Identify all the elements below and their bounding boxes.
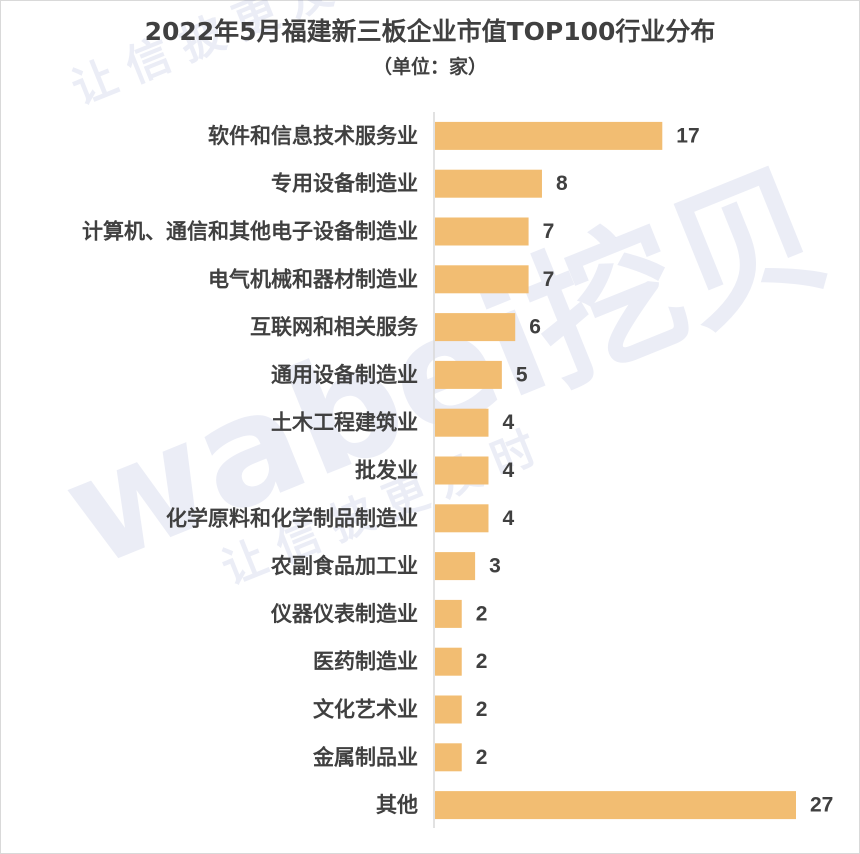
bar: [435, 313, 516, 342]
category-label: 化学原料和化学制品制造业: [166, 506, 418, 530]
bar: [435, 360, 502, 389]
bar: [435, 217, 529, 246]
bar: [435, 552, 476, 581]
value-label: 4: [502, 507, 514, 530]
bar: [435, 647, 462, 676]
value-labels-group: 17 8 7 7 6 5 4 4 4 3 2 2 2 2 27: [476, 124, 834, 816]
value-label: 4: [502, 459, 514, 482]
value-label: 27: [810, 794, 833, 817]
value-label: 7: [543, 268, 555, 291]
bar: [435, 169, 542, 198]
value-label: 6: [529, 316, 541, 339]
category-label: 其他: [376, 793, 418, 817]
category-label: 通用设备制造业: [271, 363, 418, 387]
value-label: 2: [476, 602, 488, 625]
category-label: 批发业: [355, 459, 418, 483]
category-label: 农副食品加工业: [270, 554, 418, 578]
value-label: 4: [502, 411, 514, 434]
bar: [435, 121, 663, 150]
category-label: 软件和信息技术服务业: [208, 124, 418, 148]
category-label: 电气机械和器材制造业: [208, 267, 418, 291]
category-label: 专用设备制造业: [271, 172, 418, 196]
bar: [435, 599, 462, 628]
value-label: 7: [543, 220, 555, 243]
bars-group: [435, 121, 796, 820]
value-label: 3: [489, 555, 501, 578]
chart-title: 2022年5月福建新三板企业市值TOP100行业分布: [144, 17, 716, 46]
category-label: 计算机、通信和其他电子设备制造业: [82, 220, 418, 244]
bar: [435, 504, 489, 533]
bar: [435, 456, 489, 485]
category-labels-group: 软件和信息技术服务业专用设备制造业计算机、通信和其他电子设备制造业电气机械和器材…: [82, 124, 419, 817]
value-label: 2: [476, 746, 488, 769]
value-label: 2: [476, 650, 488, 673]
category-label: 金属制品业: [312, 745, 418, 769]
category-label: 仪器仪表制造业: [270, 602, 418, 626]
bar: [435, 695, 462, 724]
value-label: 8: [556, 172, 568, 195]
bar: [435, 743, 462, 772]
bar: [435, 791, 796, 820]
category-label: 文化艺术业: [313, 698, 418, 722]
category-label: 医药制造业: [313, 650, 418, 674]
bar: [435, 408, 489, 437]
value-label: 5: [516, 363, 528, 386]
chart-subtitle: （单位：家）: [372, 56, 487, 78]
bar: [435, 265, 529, 294]
value-label: 17: [676, 124, 699, 147]
category-label: 互联网和相关服务: [250, 315, 419, 339]
category-label: 土木工程建筑业: [271, 411, 418, 435]
value-label: 2: [476, 698, 488, 721]
